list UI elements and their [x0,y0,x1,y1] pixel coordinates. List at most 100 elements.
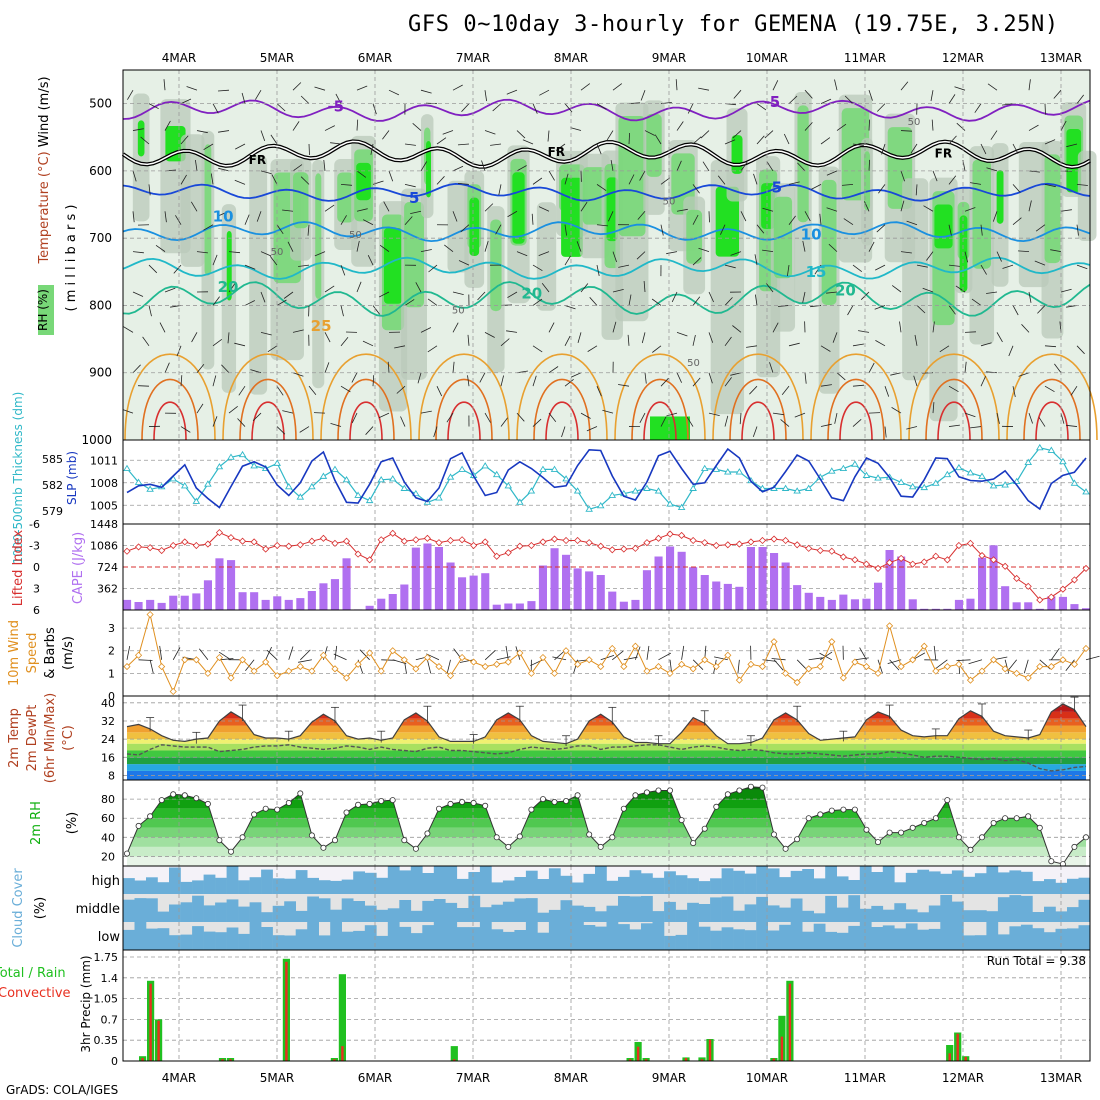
cloud-cover-cell [859,866,872,894]
wind-barb-10m [796,659,808,671]
cloud-cover-cell [997,934,1010,950]
wind-barb-10m [1004,659,1010,674]
thickness-point [308,482,316,490]
cloud-cover-cell [595,926,607,950]
wind-barb [1038,417,1046,427]
rh-point [1071,843,1078,850]
wind-barb [660,377,669,387]
cloud-cover-cell [974,910,987,922]
wind-barb [452,361,455,373]
precip-total-bar [946,1045,954,1061]
wind-barb-10m [1039,659,1051,670]
wind-speed-point [273,672,281,680]
cloud-cover-cell [951,922,964,950]
wind-speed-point [874,669,882,677]
thickness-point [238,450,247,458]
rh2m-axis-label-part: (%) [65,812,80,835]
cape-bar [481,573,490,610]
wind-speed-point [158,663,166,671]
rh-point [909,824,916,831]
cloud-cover-cell [226,899,239,922]
wind-barb [300,176,310,185]
wind-barb [538,206,550,212]
precip-convective-bar [700,1059,704,1061]
wind-barb [852,264,863,273]
cloud-cover-cell [836,932,849,950]
thickness-point [354,491,362,498]
wind-speed-point [735,676,743,684]
lifted-index-point [828,547,836,555]
wind-barb [460,224,470,233]
wind-barb [580,83,591,91]
wind-barb [868,119,870,131]
isotherm-line [122,140,1091,168]
wind-axis-label-part: & Barbs [43,627,58,679]
cloud-cover-cell [169,904,181,922]
cloud-cover-cell [721,868,734,894]
wind-barb-10m [426,653,440,661]
wind-barb [506,89,518,95]
cloud-cover-cell [410,866,423,894]
warm-isotherm [810,353,902,441]
cloud-cover-cell [859,922,872,950]
cloud-cover-cell [664,935,676,950]
thickness-point [724,468,732,475]
cape-bar [423,543,432,610]
rh-point [840,806,847,813]
wind-barb [260,291,266,303]
wind-barb [820,345,831,352]
lifted-index-point [631,544,639,552]
rh-point [285,799,292,806]
thickness-point [284,482,293,490]
wind-barb [692,184,700,194]
cloud-cover-cell [652,922,665,950]
wind-speed-point [620,663,628,671]
lifted-index-point [1013,574,1021,583]
lifted-index-point [1059,585,1067,593]
rh-point [667,787,674,794]
date-label-top: 4MAR [162,51,197,65]
dewpoint-line [126,744,1087,772]
lifted-index-point [643,539,651,547]
cloud-cover-cell [330,880,342,894]
lifted-index-point [481,538,489,546]
wind-barb [675,79,678,91]
wind-barb [394,345,406,349]
cloud-cover-cell [1032,928,1045,950]
wind-barb [826,170,838,176]
wind-barb [196,251,208,254]
wind-barb [847,305,854,316]
isotherm-label: 25 [311,317,332,335]
cloud-cover-cell [986,866,999,894]
lifted-index-point [920,558,928,566]
wind-barb [772,322,779,333]
wind-barb [913,375,918,387]
lifted-index-point [446,536,455,545]
rh-point [1025,813,1032,820]
cape-bar [1012,602,1021,610]
lifted-index-point [181,538,189,546]
wind-speed-point [1082,644,1090,653]
wind-barb [641,332,646,344]
wind-barb [996,251,1002,262]
cloud-cover-cell [974,873,987,894]
cloud-cover-cell [422,873,435,894]
isotherm-label: FR [935,146,952,160]
cape-bar [400,584,409,610]
cloud-cover-cell [629,896,642,922]
lifted-index-point [158,546,166,555]
cloud-cover-cell [997,872,1010,894]
wind-barb [479,372,486,383]
cloud-cover-cell [848,895,861,922]
wind-barb-10m [635,646,641,660]
cloud-cover-cell [525,898,538,922]
cape-bar [1082,608,1091,610]
cloud-cover-cell [917,869,930,894]
wind-barb [457,183,470,185]
wind-barb [788,95,798,104]
wind-barb-10m [737,659,740,674]
wind-speed-point [851,658,859,666]
cape-bar [874,582,883,610]
wind-barb [412,122,422,131]
date-label-top: 10MAR [746,51,788,65]
